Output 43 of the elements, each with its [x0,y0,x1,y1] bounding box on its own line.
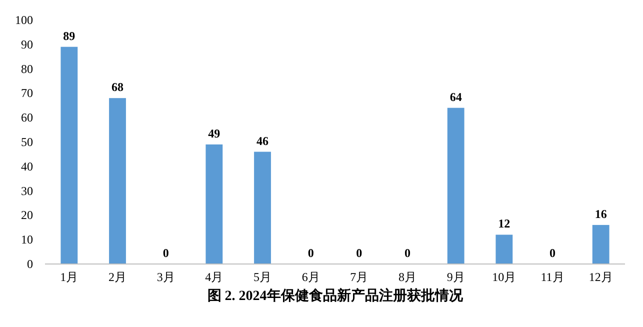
data-label: 0 [162,246,169,260]
data-label: 0 [356,246,362,260]
x-tick-label: 1月 [60,270,78,284]
data-label: 64 [450,90,462,104]
data-label: 16 [594,206,607,221]
x-tick-label: 12月 [588,270,613,284]
text: 图 2. 2024年保健食品新产品注册获批情况 [207,287,464,304]
bar [60,46,78,264]
y-tick-label: 40 [21,159,33,174]
bar [592,224,610,264]
data-label: 0 [308,246,314,260]
x-tick-label: 7月 [350,270,368,284]
y-tick-label: 10 [21,232,33,247]
y-tick-label: 50 [21,135,33,149]
data-label: 0 [404,246,410,260]
y-tick-label: 90 [21,37,33,52]
y-tick-label: 30 [21,184,33,198]
bar [206,144,223,264]
data-label: 46 [256,134,268,148]
data-label: 0 [550,246,556,260]
y-tick-label: 80 [21,62,33,76]
data-label: 12 [498,216,510,231]
bar [496,234,513,264]
x-tick-label: 3月 [156,270,175,284]
y-tick-label: 20 [21,208,33,222]
bar [447,108,464,264]
data-label: 49 [208,126,220,140]
data-label: 89 [63,28,76,43]
x-tick-label: 5月 [254,270,272,284]
x-tick-label: 4月 [205,270,224,284]
data-label: 68 [112,80,124,94]
x-tick-label: 2月 [108,270,126,284]
x-tick-label: 10月 [492,270,516,284]
bar [254,152,271,264]
x-tick-label: 9月 [446,270,465,284]
y-tick-label: 100 [15,13,33,27]
y-tick-label: 0 [27,257,33,271]
x-tick-label: 8月 [398,270,416,284]
x-tick-label: 11月 [540,270,564,284]
y-tick-label: 70 [21,86,33,100]
bar [109,98,126,264]
x-tick-label: 6月 [302,270,320,284]
y-tick-label: 60 [21,110,33,125]
